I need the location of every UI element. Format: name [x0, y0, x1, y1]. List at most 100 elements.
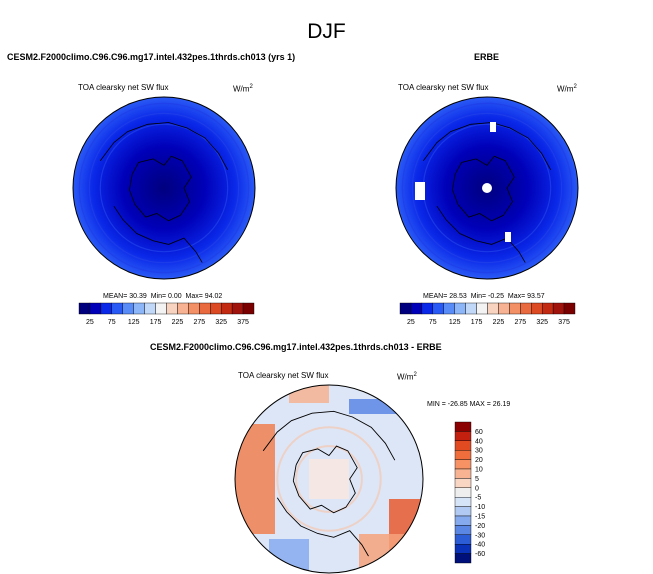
model-stats: MEAN= 30.39 Min= 0.00 Max= 94.02	[103, 293, 223, 300]
obs-missing-data	[482, 183, 492, 193]
diff-colorbar-label: 10	[475, 467, 483, 474]
diff-map-patch	[289, 385, 329, 403]
model-units-label: W/m2	[233, 84, 253, 94]
model-colorbar-cell	[111, 302, 123, 315]
diff-colorbar-cell	[454, 459, 472, 470]
diff-colorbar-label: -15	[475, 514, 485, 521]
diff-colorbar-label: -20	[475, 523, 485, 530]
model-panel-header: CESM2.F2000climo.C96.C96.mg17.intel.432p…	[7, 52, 296, 62]
model-colorbar-label: 25	[86, 319, 94, 326]
model-map-field	[73, 97, 255, 279]
model-colorbar-label: 125	[128, 319, 140, 326]
obs-units-label: W/m2	[557, 84, 577, 94]
model-colorbar-cell	[220, 302, 233, 315]
model-colorbar-label: 325	[215, 319, 227, 326]
diff-map-patch	[309, 459, 349, 499]
model-colorbar-cell	[188, 302, 200, 315]
obs-colorbar-cell	[498, 302, 510, 315]
model-colorbar-cell	[122, 302, 134, 315]
diff-colorbar-cell	[454, 553, 472, 564]
obs-colorbar-cell	[520, 302, 532, 315]
model-colorbar-cell	[89, 302, 102, 315]
diff-panel-header: CESM2.F2000climo.C96.C96.mg17.intel.432p…	[150, 342, 442, 352]
obs-missing-data	[415, 182, 425, 200]
diff-coastline	[276, 497, 369, 557]
diff-colorbar-cell	[454, 478, 472, 488]
model-coastline	[99, 122, 229, 170]
diff-colorbar-label: -60	[475, 551, 485, 558]
obs-colorbar-label: 125	[449, 319, 461, 326]
obs-colorbar-cell	[410, 302, 423, 315]
model-coastline	[113, 205, 203, 263]
diff-colorbar-cell	[454, 440, 472, 451]
obs-colorbar-cell	[443, 302, 455, 315]
diff-colorbar-cell	[454, 525, 472, 536]
model-map	[72, 96, 256, 280]
diff-variable-label: TOA clearsky net SW flux	[238, 371, 329, 380]
diff-colorbar-cell	[454, 515, 472, 526]
model-variable-label: TOA clearsky net SW flux	[78, 83, 169, 92]
obs-colorbar-label: 325	[536, 319, 548, 326]
diff-colorbar: 60 40 30 20 10 5 0 -5 -10 -15 -20 -30 -40 -60	[454, 421, 485, 564]
diff-colorbar-label: 20	[475, 457, 483, 464]
diff-units-label: W/m2	[397, 372, 417, 382]
diff-colorbar-label: -10	[475, 504, 485, 511]
model-colorbar-label: 175	[150, 319, 162, 326]
diff-colorbar-label: -5	[475, 495, 481, 502]
diff-map-patch	[235, 424, 275, 534]
obs-map	[395, 96, 579, 280]
obs-colorbar-label: 175	[471, 319, 483, 326]
diff-colorbar-cell	[454, 544, 472, 554]
model-colorbar-cell	[177, 302, 189, 315]
diff-coastline	[262, 410, 396, 461]
model-colorbar-label: 375	[237, 319, 249, 326]
diff-colorbar-label: 5	[475, 476, 479, 483]
diff-colorbar-cell	[454, 421, 472, 432]
obs-colorbar-cell	[541, 302, 554, 315]
obs-stats: MEAN= 28.53 Min= -0.25 Max= 93.57	[423, 293, 545, 300]
obs-colorbar-cell	[563, 302, 576, 315]
model-colorbar-cell	[100, 302, 113, 315]
page-title: DJF	[307, 20, 346, 43]
obs-colorbar-label: 225	[493, 319, 505, 326]
diff-map-patch	[359, 534, 404, 573]
diff-contour-ring	[276, 426, 382, 532]
diff-colorbar-cell	[454, 450, 472, 460]
diff-colorbar-label: 0	[475, 485, 479, 492]
model-colorbar-cell	[210, 302, 222, 315]
obs-colorbar-cell	[476, 302, 488, 315]
diff-colorbar-label: 40	[475, 438, 483, 445]
obs-colorbar-cell	[432, 302, 444, 315]
model-map-outline	[72, 96, 256, 280]
model-colorbar-cell	[155, 302, 167, 315]
obs-coastline	[451, 155, 515, 222]
diff-colorbar-label: 60	[475, 429, 483, 436]
diff-colorbar-cell	[454, 431, 472, 441]
model-colorbar-cell	[78, 302, 91, 315]
diff-colorbar-label: -30	[475, 532, 485, 539]
diff-colorbar-cell	[454, 534, 472, 545]
obs-colorbar-cell	[487, 302, 499, 315]
obs-variable-label: TOA clearsky net SW flux	[398, 83, 489, 92]
model-colorbar-cell	[199, 302, 211, 315]
model-coastline	[128, 155, 192, 222]
obs-colorbar-cell	[399, 302, 412, 315]
diff-colorbar-cell	[454, 506, 472, 517]
obs-colorbar-label: 375	[558, 319, 570, 326]
obs-colorbar-cell	[552, 302, 565, 315]
diff-map-outline	[234, 384, 424, 574]
model-contour-ring	[88, 112, 240, 264]
obs-colorbar: 25 75 125 175 225 275 325 375	[399, 302, 576, 326]
obs-colorbar-label: 275	[514, 319, 526, 326]
model-colorbar-label: 225	[172, 319, 184, 326]
model-colorbar-label: 75	[108, 319, 116, 326]
obs-missing-data	[505, 232, 511, 242]
obs-colorbar-cell	[531, 302, 543, 315]
diff-colorbar-cell	[454, 487, 472, 498]
obs-colorbar-cell	[509, 302, 521, 315]
model-map-contours	[78, 102, 250, 274]
diff-colorbar-cell	[454, 497, 472, 507]
obs-missing-data	[490, 122, 496, 132]
model-colorbar-cell	[144, 302, 156, 315]
